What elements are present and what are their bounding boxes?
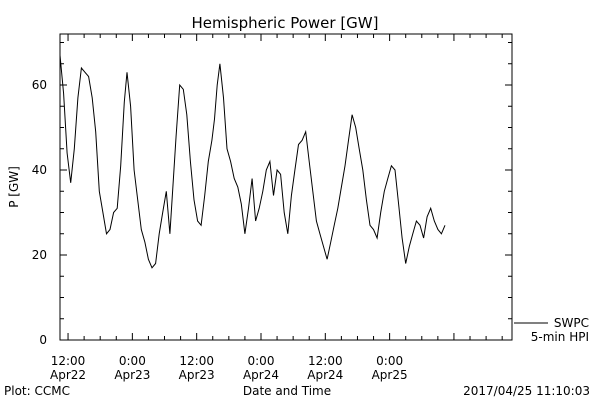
y-tick-label: 20 — [32, 248, 47, 262]
legend-label-hpi: 5-min HPI — [531, 330, 589, 344]
y-tick-label: 40 — [32, 163, 47, 177]
legend-label-swpc: SWPC — [554, 316, 589, 330]
series-line — [59, 55, 446, 269]
y-tick-label: 0 — [39, 333, 47, 347]
x-tick-label-date: Apr24 — [243, 368, 279, 382]
y-axis: 0 20 40 60 — [32, 42, 512, 347]
x-axis-label: Date and Time — [243, 384, 331, 398]
y-tick-label: 60 — [32, 78, 47, 92]
footer-plot-source: Plot: CCMC — [4, 384, 70, 398]
x-tick-label-time: 0:00 — [248, 354, 275, 368]
x-tick-label-time: 0:00 — [119, 354, 146, 368]
plot-frame — [59, 33, 513, 341]
x-tick-label-time: 12:00 — [308, 354, 343, 368]
x-tick-label-time: 0:00 — [376, 354, 403, 368]
y-axis-label: P [GW] — [7, 166, 21, 208]
x-tick-label-date: Apr23 — [114, 368, 150, 382]
chart-title: Hemispheric Power [GW] — [192, 14, 379, 32]
x-tick-label-date: Apr23 — [179, 368, 215, 382]
footer-timestamp: 2017/04/25 11:10:03 — [463, 384, 590, 398]
x-tick-label-date: Apr25 — [372, 368, 408, 382]
x-tick-label-time: 12:00 — [51, 354, 86, 368]
x-tick-label-time: 12:00 — [179, 354, 214, 368]
x-tick-label-date: Apr24 — [307, 368, 343, 382]
x-tick-label-date: Apr22 — [50, 368, 86, 382]
x-axis: 12:00Apr220:00Apr2312:00Apr230:00Apr2412… — [50, 34, 503, 382]
